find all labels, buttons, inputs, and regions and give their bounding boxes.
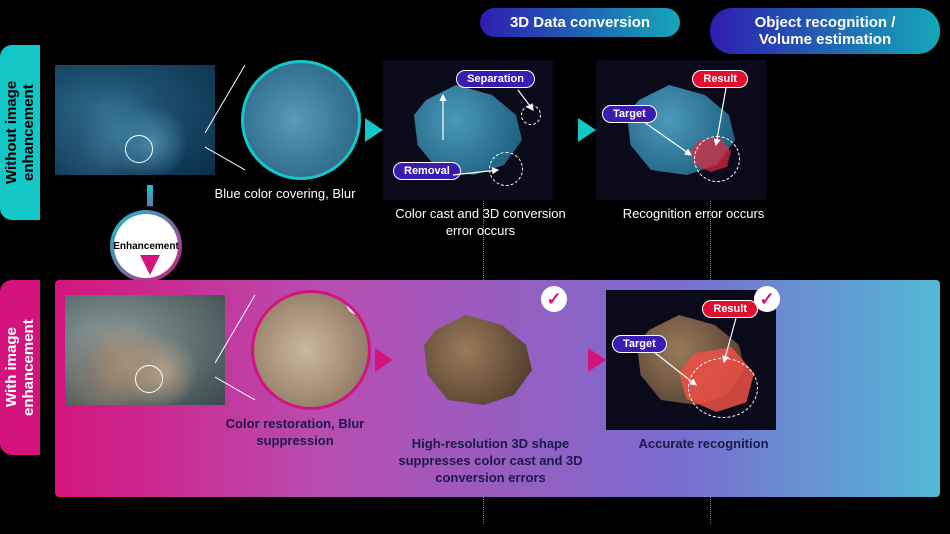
annotation-arrows (596, 60, 766, 200)
row-with-enhancement: ✓ Color restoration, Blur suppression ✓ … (55, 280, 940, 497)
caption-conv-bot: High-resolution 3D shape suppresses colo… (393, 436, 588, 487)
sidebar-with-enhancement: With image enhancement (0, 280, 40, 455)
model-3d-natural: ✓ (393, 290, 563, 430)
roi-ring-icon (125, 135, 153, 163)
caption-rec-top: Recognition error occurs (596, 206, 791, 223)
arrow-icon (578, 118, 596, 142)
annotation-arrows (383, 60, 553, 200)
sidebar-without-enhancement: Without image enhancement (0, 45, 40, 220)
callout-lines (215, 285, 255, 405)
caption-conv-top: Color cast and 3D conversion error occur… (383, 206, 578, 240)
row-without-enhancement: Blue color covering, Blur Separation Rem… (55, 60, 940, 240)
arrow-icon (375, 348, 393, 372)
arrow-icon (365, 118, 383, 142)
zoom-circle-blue (241, 60, 361, 180)
zoom-circle-natural: ✓ (251, 290, 371, 410)
check-icon: ✓ (541, 286, 567, 312)
input-image-blue (55, 65, 215, 175)
down-arrow-icon (140, 255, 160, 275)
annotation-arrows (606, 290, 776, 430)
arrow-icon (588, 348, 606, 372)
callout-lines (205, 55, 245, 175)
input-image-natural (65, 295, 225, 405)
caption-input-bot: Color restoration, Blur suppression (215, 416, 375, 450)
header-recognition: Object recognition / Volume estimation (710, 8, 940, 54)
check-icon: ✓ (346, 290, 371, 315)
header-3d-conversion: 3D Data conversion (480, 8, 680, 37)
caption-rec-bot: Accurate recognition (606, 436, 801, 453)
roi-ring-icon (135, 365, 163, 393)
model-3d-blue: Separation Removal (383, 60, 553, 200)
caption-input-top: Blue color covering, Blur (205, 186, 365, 203)
model-recognition-blue: Result Target (596, 60, 766, 200)
model-recognition-natural: Result Target ✓ (606, 290, 776, 430)
